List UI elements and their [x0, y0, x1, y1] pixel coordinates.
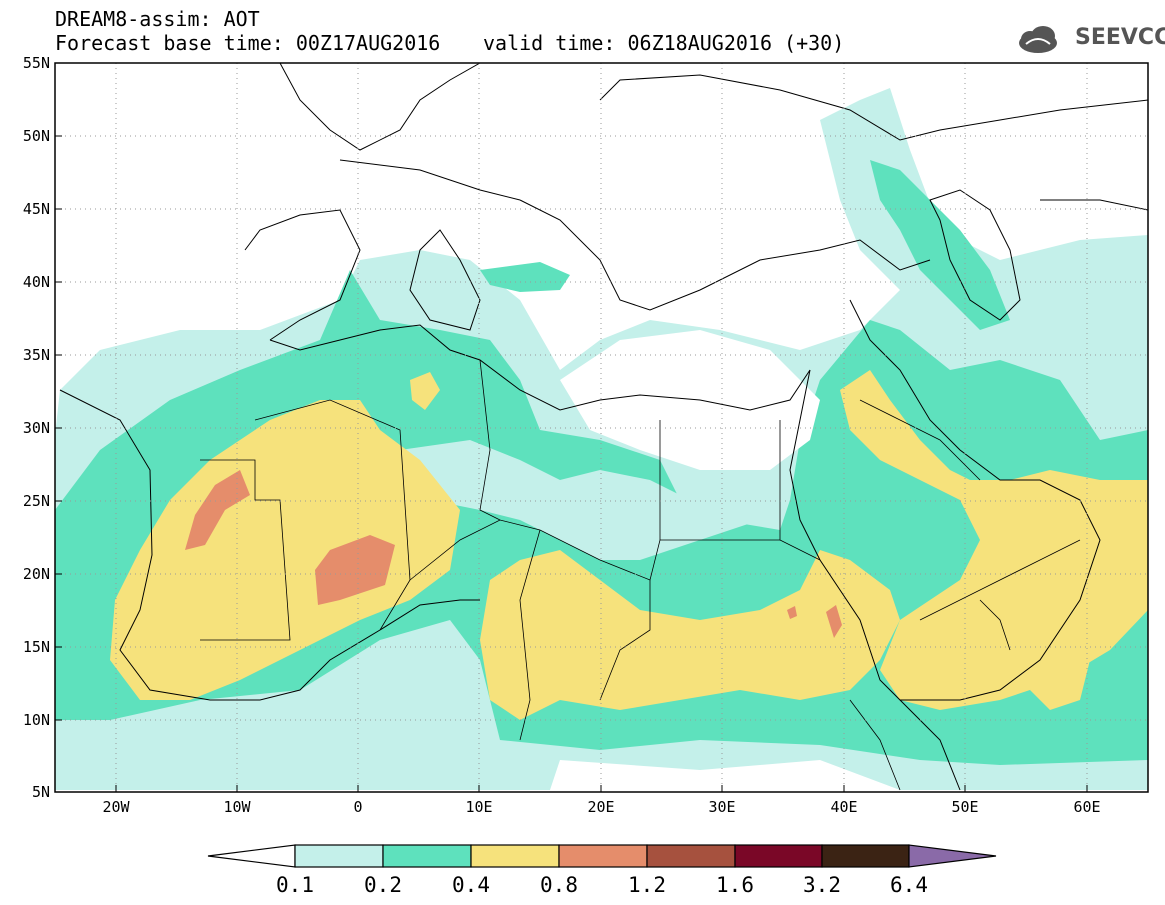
- colorbar-segment: [382, 844, 472, 868]
- aot-level-0-2-med: [480, 262, 570, 292]
- borders: [200, 359, 1081, 791]
- colorbar-segment: [558, 844, 648, 868]
- lat-label: 50N: [23, 127, 50, 145]
- valid-time: valid time: 06Z18AUG2016 (+30): [483, 31, 845, 55]
- lon-label: 10W: [223, 798, 251, 816]
- colorbar-label: 1.6: [716, 873, 754, 897]
- lon-label: 20W: [102, 798, 130, 816]
- colorbar-labels: 0.1 0.2 0.4 0.8 1.2 1.6 3.2 6.4: [276, 873, 928, 897]
- colorbar-segment: [821, 844, 910, 868]
- lat-label: 10N: [23, 711, 50, 729]
- colorbar-label: 0.8: [540, 873, 578, 897]
- colorbar-segment: [646, 844, 736, 868]
- lon-label: 50E: [951, 798, 978, 816]
- map-title: DREAM8-assim: AOT: [55, 7, 260, 31]
- lat-label: 45N: [23, 200, 50, 218]
- lon-label: 10E: [465, 798, 492, 816]
- lat-label: 40N: [23, 273, 50, 291]
- colorbar-segment: [734, 844, 823, 868]
- lat-label: 55N: [23, 54, 50, 72]
- aot-level-0-8-sudan: [826, 605, 842, 638]
- tick-marks: [55, 62, 1088, 792]
- aot-level-0-white: [560, 330, 820, 470]
- seevccc-logo: [1019, 26, 1057, 53]
- logo-text: SEEVCCC: [1075, 25, 1165, 50]
- colorbar-left-arrow: [207, 844, 296, 868]
- latitude-labels: 55N 50N 45N 40N 35N 30N 25N 20N 15N 10N …: [23, 54, 50, 801]
- lat-label: 35N: [23, 346, 50, 364]
- aot-level-0-4-arabia: [840, 370, 1148, 710]
- lat-label: 25N: [23, 492, 50, 510]
- colorbar-label: 0.4: [452, 873, 490, 897]
- aot-level-0-4-libya: [410, 372, 440, 410]
- colorbar-label: 0.2: [364, 873, 402, 897]
- colorbar: [207, 844, 997, 868]
- colorbar-segment: [294, 844, 384, 868]
- aot-contours: [55, 88, 1148, 790]
- aot-level-0-4-west: [110, 400, 460, 700]
- lon-label: 60E: [1073, 798, 1100, 816]
- aot-level-0-4-horn: [1030, 660, 1090, 710]
- aot-level-0-8-mauritania: [185, 470, 250, 550]
- coastlines: [59, 63, 1148, 791]
- lat-label: 5N: [32, 783, 50, 801]
- lat-label: 15N: [23, 638, 50, 656]
- lon-label: 40E: [830, 798, 857, 816]
- forecast-base-time: Forecast base time: 00Z17AUG2016: [55, 31, 441, 55]
- gridlines: [55, 63, 1148, 792]
- longitude-labels: 20W 10W 0 10E 20E 30E 40E 50E 60E: [102, 798, 1100, 816]
- aot-level-0-4-sahel: [480, 550, 900, 720]
- colorbar-label: 3.2: [803, 873, 841, 897]
- lon-label: 20E: [587, 798, 614, 816]
- lat-label: 20N: [23, 565, 50, 583]
- aot-level-0-2-north: [870, 160, 1010, 330]
- lon-label: 30E: [708, 798, 735, 816]
- colorbar-label: 6.4: [890, 873, 928, 897]
- aot-level-0-8-mali: [315, 535, 395, 605]
- colorbar-label: 0.1: [276, 873, 314, 897]
- colorbar-label: 1.2: [628, 873, 666, 897]
- lon-label: 0: [353, 798, 362, 816]
- lat-label: 30N: [23, 419, 50, 437]
- cloud-icon: [1019, 26, 1057, 53]
- aot-level-0-1-inner: [395, 440, 760, 560]
- colorbar-segment: [470, 844, 560, 868]
- aot-level-0-8-pt1: [787, 606, 797, 619]
- colorbar-right-arrow: [908, 844, 997, 868]
